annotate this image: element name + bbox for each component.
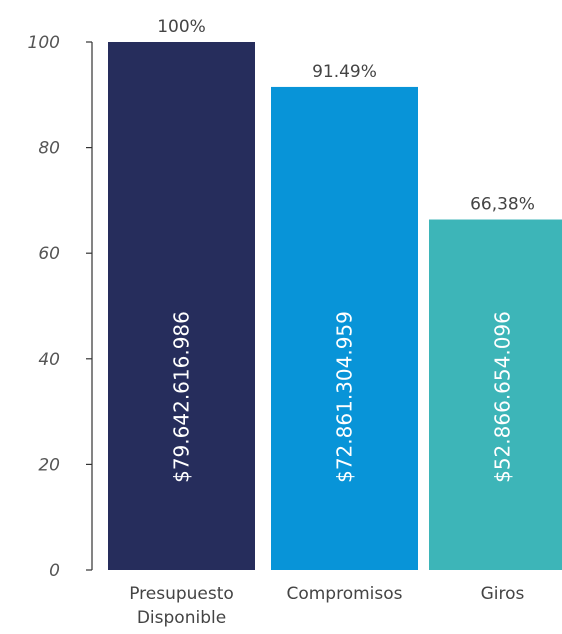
- bar-amount-label: $52.866.654.096: [491, 311, 515, 483]
- category-label: Giros: [481, 584, 525, 604]
- y-axis: 0 20 40 60 80 100: [28, 33, 92, 581]
- bar-amount-label: $72.861.304.959: [333, 311, 357, 483]
- bar: [108, 42, 255, 570]
- category-label: Presupuesto Disponible: [129, 584, 234, 628]
- bars: [108, 42, 562, 570]
- y-tick-label: 100: [28, 33, 60, 53]
- y-tick-label: 20: [38, 455, 60, 475]
- category-label: Compromisos: [286, 584, 402, 604]
- y-tick-label: 80: [38, 139, 60, 159]
- bar-amount-label: $79.642.616.986: [170, 311, 194, 483]
- y-tick-label: 40: [38, 350, 60, 370]
- y-tick-label: 60: [38, 244, 60, 264]
- bar-percent-label: 91.49%: [312, 62, 377, 82]
- y-tick-label: 0: [49, 561, 60, 581]
- bar-percent-label: 100%: [157, 17, 206, 37]
- bar-percent-label: 66,38%: [470, 195, 535, 215]
